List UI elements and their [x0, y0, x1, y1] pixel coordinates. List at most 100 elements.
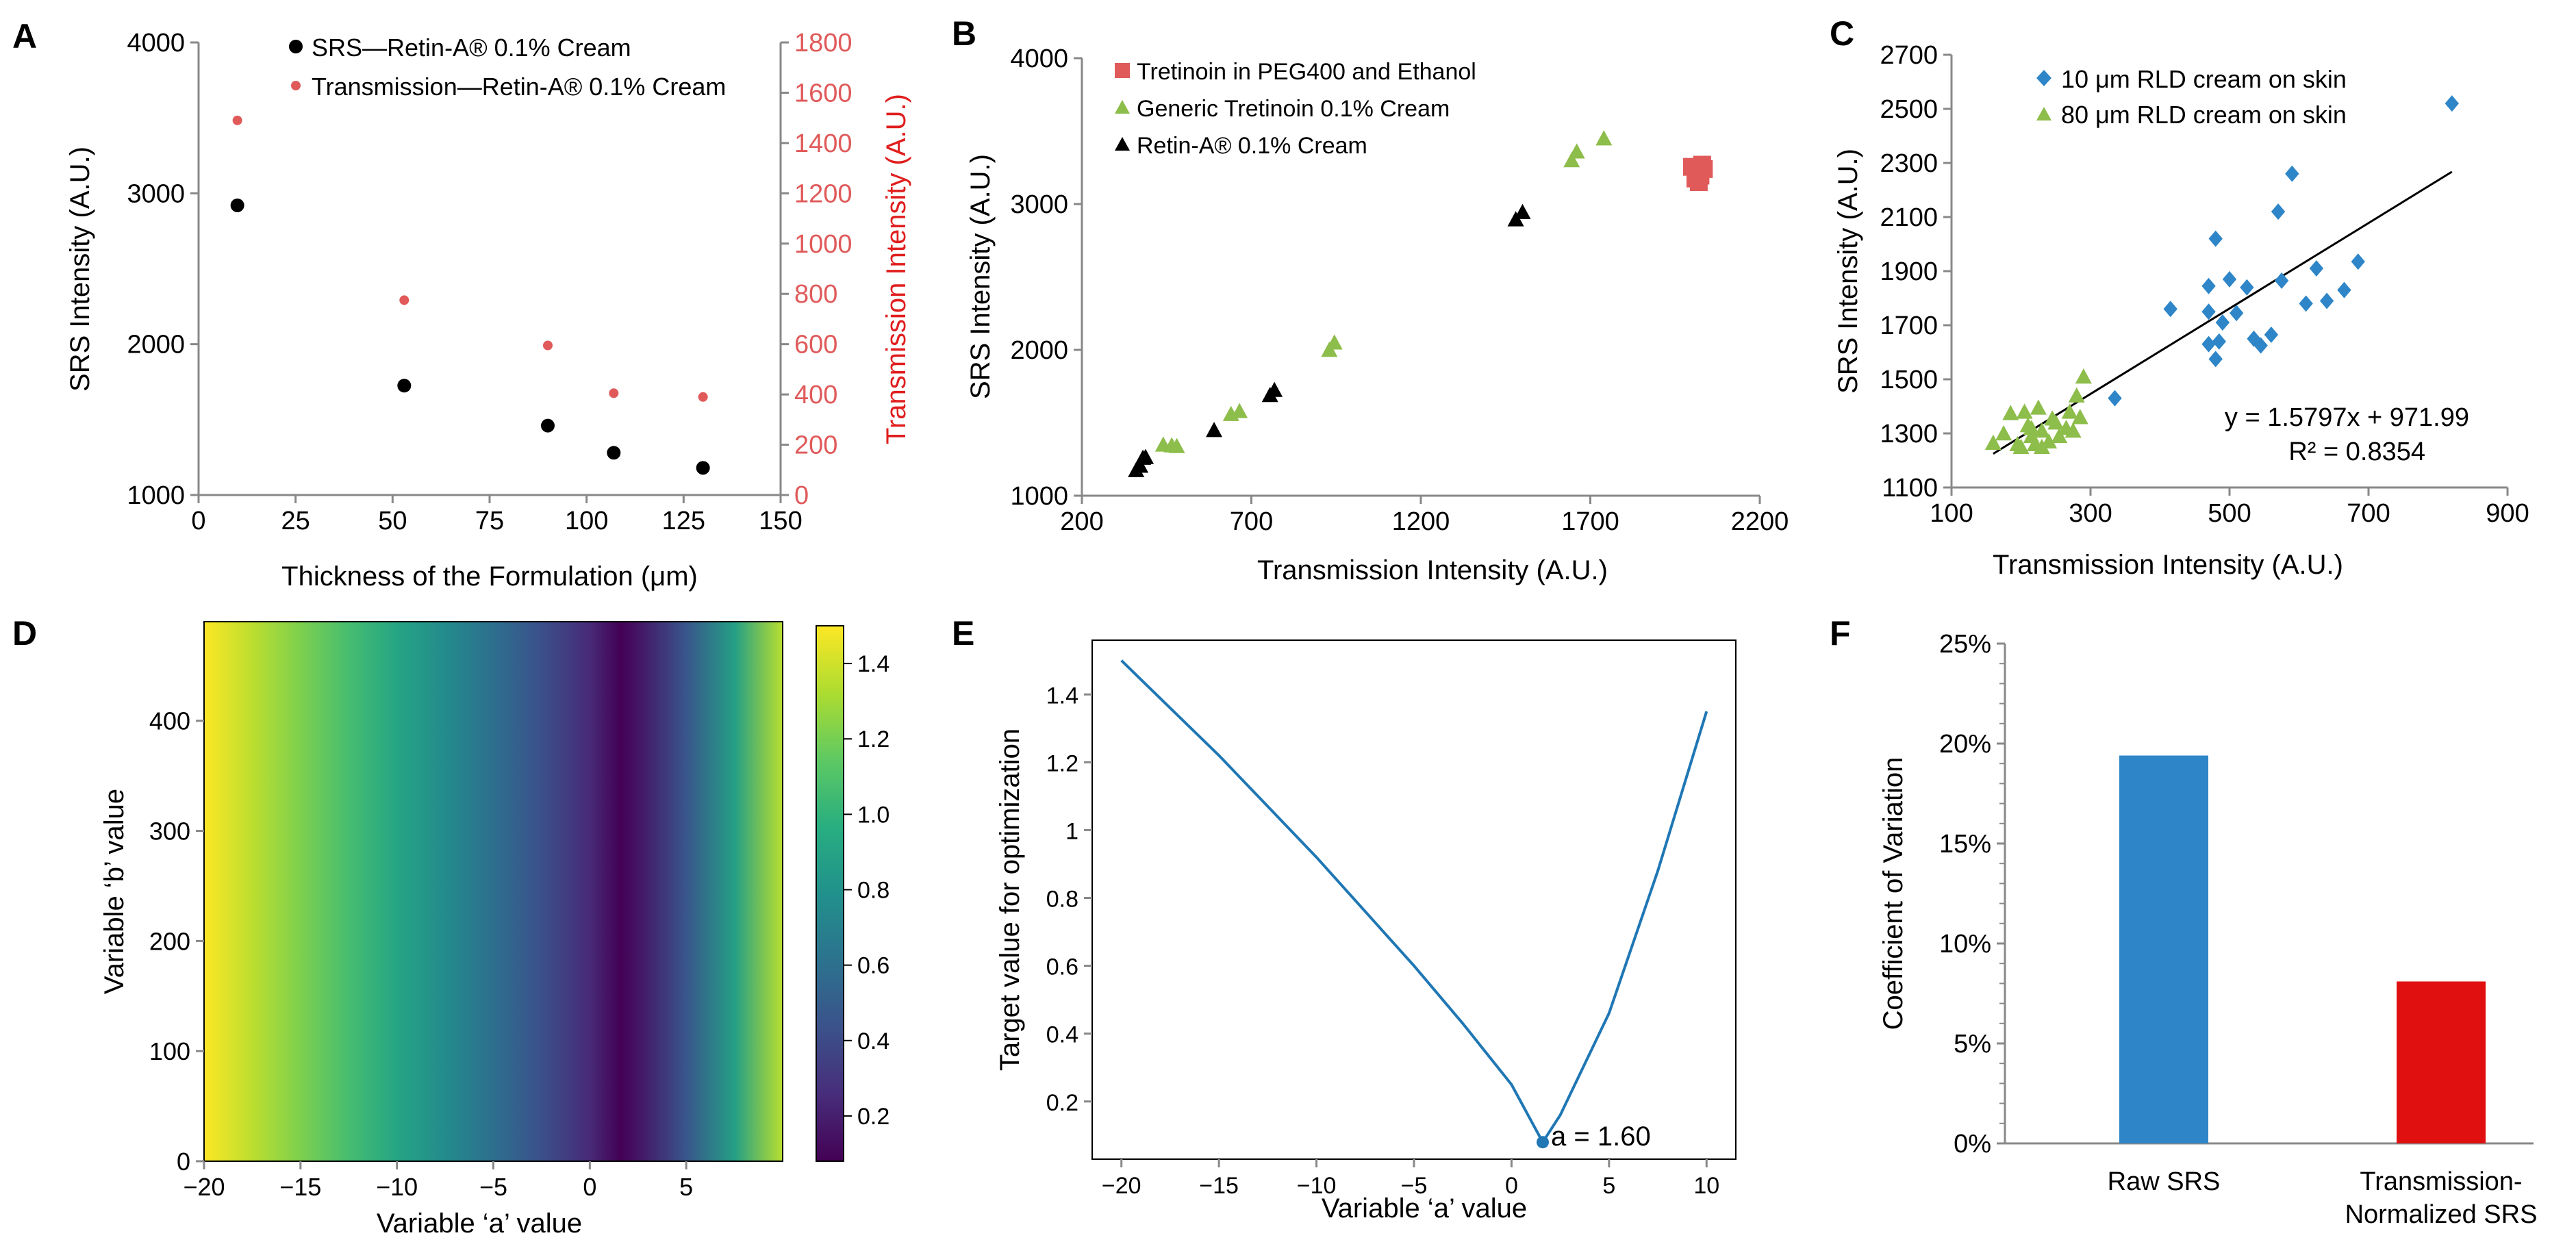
- panel-a-srs-point: [397, 379, 412, 393]
- panel-f-category-label: Transmission-Normalized SRS: [2345, 1167, 2538, 1229]
- panel-b-x-tick-label: 1700: [1561, 507, 1619, 536]
- panel-e-x-tick-label: −15: [1199, 1173, 1239, 1199]
- panel-d-y-label: Variable ‘b’ value: [99, 789, 129, 994]
- panel-c-point-series-1: [2064, 422, 2082, 438]
- panel-a-transmission-point: [399, 295, 409, 305]
- panel-label-f: F: [1830, 614, 1851, 652]
- panel-b-point-series-1: [1326, 334, 1343, 350]
- panel-b-y-tick-label: 1000: [1010, 482, 1068, 511]
- panel-b-point-series-2: [1266, 381, 1283, 397]
- panel-b-y-label: SRS Intensity (A.U.): [965, 154, 996, 399]
- panel-b-point-series-2: [1514, 203, 1531, 219]
- panel-c-y-tick-label: 1700: [1880, 312, 1938, 340]
- panel-d-y-tick-label: 200: [149, 927, 190, 955]
- panel-e-y-tick-label: 0.2: [1046, 1090, 1078, 1116]
- panel-f-category-label: Raw SRS: [2108, 1167, 2221, 1196]
- panel-c-legend: 10 μm RLD cream on skin 80 μm RLD cream …: [2036, 65, 2347, 129]
- panel-a-transmission-point: [543, 340, 553, 351]
- panel-a-srs-point: [696, 461, 710, 475]
- panel-a-y-tick-label: 1000: [127, 481, 185, 510]
- panel-b-point-series-2: [1206, 422, 1223, 438]
- panel-a-transmission-point: [232, 115, 242, 125]
- panel-a-y2-y-tick-label: 800: [794, 280, 837, 309]
- panel-c-point-series-0: [2215, 314, 2230, 331]
- panel-c-point-series-1: [2071, 409, 2088, 424]
- panel-c-point-series-1: [2061, 403, 2078, 419]
- panel-a-x-tick-label: 0: [191, 507, 205, 535]
- panel-e-x-tick-label: 10: [1693, 1173, 1719, 1199]
- panel-b-y-tick-label: 3000: [1010, 190, 1068, 219]
- panel-c-r-squared: R² = 0.8354: [2288, 438, 2425, 466]
- panel-c-point-series-0: [2319, 292, 2334, 309]
- panel-label-e: E: [952, 614, 974, 652]
- panel-b-x-tick-label: 200: [1060, 507, 1103, 536]
- panel-e-x-tick-label: 5: [1602, 1173, 1615, 1199]
- panel-c-point-series-1: [1995, 425, 2012, 441]
- panel-c-point-series-1: [2016, 403, 2033, 419]
- panel-c-point-series-0: [2208, 230, 2223, 247]
- panel-a-y-tick-label: 2000: [127, 331, 185, 359]
- legend-label-retina: Retin-A® 0.1% Cream: [1137, 133, 1367, 159]
- panel-d-x-tick-label: −5: [479, 1173, 507, 1201]
- panel-c-x-tick-label: 300: [2069, 499, 2112, 528]
- panel-a-y2-label: Transmission Intensity (A.U.): [881, 94, 911, 444]
- panel-c-x-tick-label: 100: [1930, 499, 1973, 528]
- panel-b-y-tick-label: 2000: [1010, 336, 1068, 365]
- legend-marker-transmission: [291, 81, 301, 90]
- panel-a-y-tick-label: 3000: [127, 179, 185, 208]
- panel-f-y-tick-label: 10%: [1939, 930, 1991, 959]
- panel-e-curve: [1120, 659, 1708, 1145]
- panel-c-point-series-1: [2047, 414, 2064, 430]
- panel-d-y-tick-label: 0: [177, 1148, 190, 1176]
- panel-a-y2-y-tick-label: 1400: [794, 129, 853, 158]
- panel-e-y-label: Target value for optimization: [995, 728, 1025, 1071]
- panel-f-y-tick-label: 5%: [1954, 1030, 1991, 1058]
- panel-d-colorbar-tick-label: 1.4: [857, 651, 889, 677]
- panel-f-bar: [2397, 981, 2486, 1143]
- panel-a-x-tick-label: 25: [281, 507, 310, 535]
- legend-marker-retina: [1115, 137, 1130, 151]
- panel-b-x-tick-label: 700: [1230, 507, 1273, 536]
- panel-label-c: C: [1830, 14, 1854, 53]
- panel-label-b: B: [952, 14, 976, 53]
- panel-a-transmission-point: [609, 388, 619, 398]
- panel-c-point-series-1: [2033, 438, 2050, 454]
- legend-label-10um: 10 μm RLD cream on skin: [2061, 65, 2347, 93]
- panel-c-point-series-0: [2264, 326, 2279, 343]
- legend-marker-10um: [2036, 70, 2051, 86]
- panel-c-point-series-0: [2201, 303, 2216, 320]
- panel-f-y-label: Coefficient of Variation: [1878, 757, 1908, 1030]
- panel-e-y-tick-label: 1.2: [1046, 750, 1078, 776]
- panel-c-point-series-0: [2337, 281, 2351, 299]
- panel-c-y-tick-label: 2100: [1880, 203, 1938, 232]
- panel-d-colorbar-tick-label: 0.6: [857, 953, 889, 979]
- panel-c-y-tick-label: 2500: [1880, 95, 1938, 124]
- panel-b-x-tick-label: 2200: [1731, 507, 1789, 536]
- panel-a-y2-y-tick-label: 600: [794, 331, 837, 359]
- panel-b-point-series-1: [1568, 143, 1585, 159]
- panel-e: −20 −15 −10 −5 0 5 10 0.2 0.4 0.6 0.8 1 1.2 1.4 a = …: [995, 639, 1737, 1224]
- panel-c-y-label: SRS Intensity (A.U.): [1833, 149, 1863, 394]
- legend-label-80um: 80 μm RLD cream on skin: [2061, 101, 2347, 129]
- panel-b-y-tick-label: 4000: [1010, 45, 1068, 73]
- panel-d-colorbar-tick-label: 1.0: [857, 802, 889, 828]
- panel-c-point-series-0: [2163, 301, 2177, 318]
- panel-d-colorbar-tick-label: 1.2: [857, 726, 889, 752]
- panel-c-point-series-0: [2445, 95, 2459, 112]
- panel-f-y-tick-label: 15%: [1939, 830, 1991, 859]
- panel-c-point-series-1: [2012, 438, 2030, 454]
- panel-e-y-tick-label: 0.4: [1046, 1022, 1078, 1048]
- panel-a-y2-y-tick-label: 400: [794, 381, 837, 409]
- panel-b-point-series-2: [1132, 457, 1149, 473]
- panel-c-y-tick-label: 2300: [1880, 149, 1938, 178]
- panel-b-x-label: Transmission Intensity (A.U.): [1257, 555, 1608, 585]
- panel-e-y-tick-label: 0.6: [1046, 954, 1078, 980]
- panel-b-point-series-1: [1168, 438, 1185, 453]
- panel-e-y-tick-label: 1.4: [1046, 683, 1078, 709]
- panel-f: 0% 5% 10% 15% 20% 25% Raw SRS Transmission-Nor…: [1878, 630, 2537, 1229]
- panel-f-y-tick-label: 25%: [1939, 630, 1991, 659]
- panel-d-heatmap: [203, 621, 783, 1162]
- panel-a-y2-y-tick-label: 1000: [794, 230, 853, 259]
- panel-c-point-series-1: [2023, 420, 2040, 435]
- panel-c-y-tick-label: 1900: [1880, 257, 1938, 286]
